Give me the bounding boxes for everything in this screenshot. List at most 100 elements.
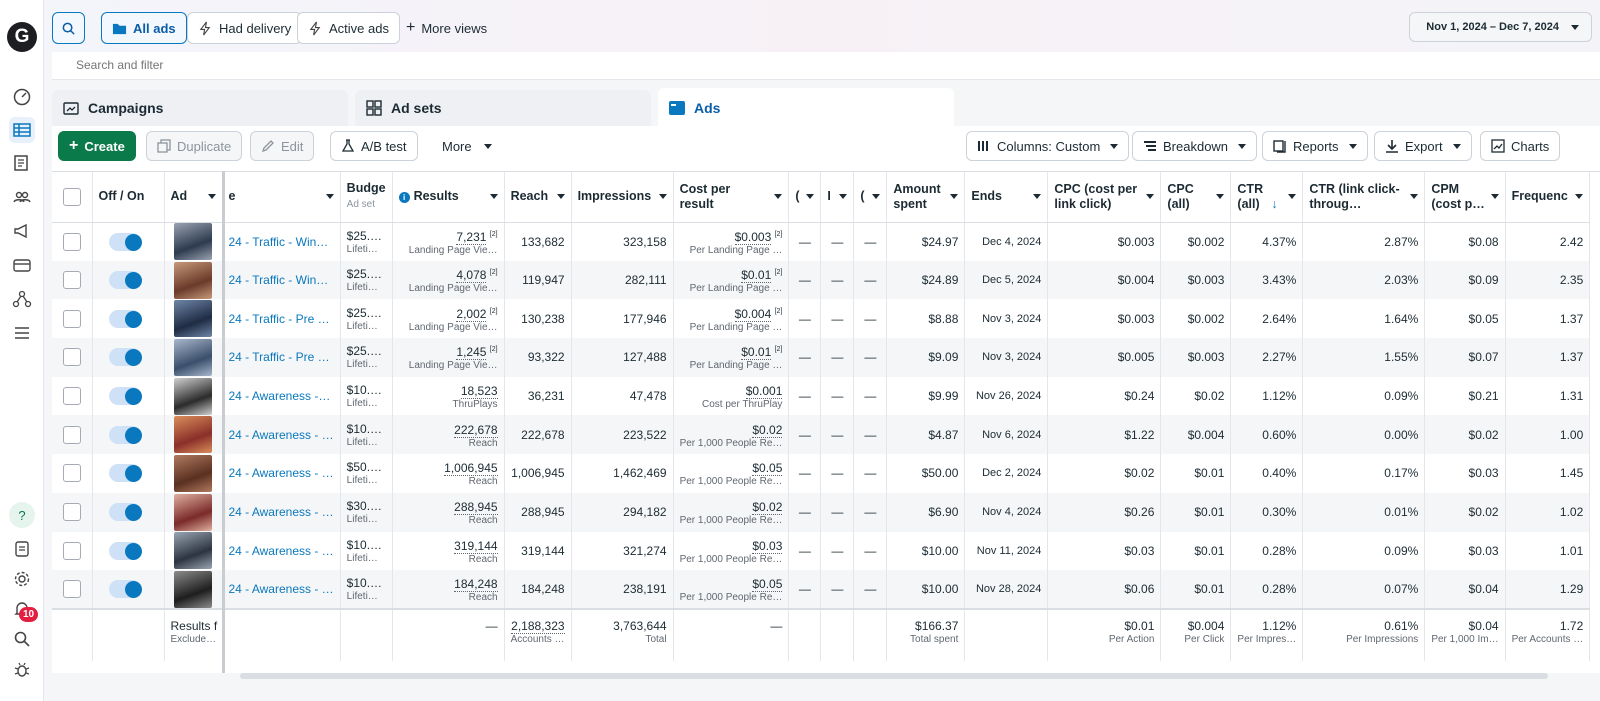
ad-name-link[interactable]: 24 - Traffic - Pre …	[228, 350, 330, 365]
ad-thumbnail[interactable]	[174, 300, 212, 338]
col-frequency[interactable]: Frequenc	[1505, 172, 1591, 223]
table-row[interactable]: 24 - Traffic - Pre … $25.… Lifeti… 1,245 …	[52, 338, 1591, 377]
ad-on-off-toggle[interactable]	[108, 541, 142, 560]
ad-name-link[interactable]: 24 - Awareness - …	[228, 505, 334, 520]
ad-on-off-toggle[interactable]	[108, 271, 142, 290]
brand-logo[interactable]: G	[7, 22, 37, 52]
table-row[interactable]: 24 - Traffic - Win… $25.… Lifeti… 7,231 […	[52, 222, 1591, 261]
ad-name-link[interactable]: 24 - Traffic - Win…	[228, 234, 329, 249]
table-row[interactable]: 24 - Awareness - … $50.… Lifeti… 1,006,94…	[52, 454, 1591, 493]
bug-icon[interactable]	[9, 657, 35, 683]
col-cost-per-result[interactable]: Cost per result	[673, 172, 790, 223]
col-collapsed-2[interactable]: I	[820, 172, 855, 223]
row-select[interactable]	[52, 260, 93, 300]
megaphone-icon[interactable]	[9, 218, 35, 244]
ad-name-cell[interactable]: 24 - Traffic - Pre …	[222, 338, 341, 377]
view-had-delivery[interactable]: Had delivery	[187, 12, 303, 44]
ad-thumbnail[interactable]	[174, 261, 212, 299]
row-toggle-cell[interactable]	[92, 531, 165, 571]
col-ad-name[interactable]: e	[222, 172, 341, 223]
ad-thumbnail-cell[interactable]	[164, 570, 223, 609]
row-select[interactable]	[52, 570, 93, 609]
ad-thumbnail-cell[interactable]	[164, 376, 223, 416]
search-input[interactable]	[76, 58, 476, 72]
select-all-header[interactable]	[52, 172, 93, 223]
ad-name-link[interactable]: 24 - Awareness - …	[228, 582, 334, 597]
ad-on-off-toggle[interactable]	[108, 387, 142, 406]
row-toggle-cell[interactable]	[92, 299, 165, 339]
ad-on-off-toggle[interactable]	[108, 503, 142, 522]
row-select[interactable]	[52, 222, 93, 261]
col-ctr-all[interactable]: CTR (all) ↓	[1230, 172, 1304, 223]
ad-on-off-toggle[interactable]	[108, 348, 142, 367]
more-views-button[interactable]: + More views	[406, 19, 488, 36]
table-row[interactable]: 24 - Awareness - … $10.… Lifeti… 222,678 …	[52, 415, 1591, 455]
row-checkbox[interactable]	[62, 425, 81, 444]
row-toggle-cell[interactable]	[92, 376, 165, 416]
ad-name-link[interactable]: 24 - Awareness - …	[228, 543, 334, 558]
row-checkbox[interactable]	[62, 503, 81, 522]
col-ctr-link[interactable]: CTR (link click-throug…	[1302, 172, 1426, 223]
ad-name-link[interactable]: 24 - Awareness -…	[228, 389, 331, 404]
ad-thumbnail-cell[interactable]	[164, 415, 223, 455]
col-off-on[interactable]: Off / On	[92, 172, 165, 223]
row-toggle-cell[interactable]	[92, 260, 165, 300]
col-ends[interactable]: Ends	[964, 172, 1049, 223]
table-row[interactable]: 24 - Awareness - … $10.… Lifeti… 184,248 …	[52, 570, 1591, 609]
ad-name-cell[interactable]: 24 - Traffic - Win…	[222, 222, 341, 261]
report-icon[interactable]	[9, 536, 35, 562]
ad-thumbnail[interactable]	[174, 570, 212, 608]
breakdown-button[interactable]: Breakdown	[1132, 131, 1258, 161]
col-impressions[interactable]: Impressions	[571, 172, 674, 223]
col-results[interactable]: i Results	[392, 172, 505, 223]
more-actions-button[interactable]: More	[432, 131, 502, 161]
view-active-ads[interactable]: Active ads	[297, 12, 400, 44]
col-budget[interactable]: Budge Ad set	[340, 172, 393, 223]
col-collapsed-3[interactable]: (	[853, 172, 888, 223]
ab-test-button[interactable]: A/B test	[330, 131, 418, 161]
table-row[interactable]: 24 - Traffic - Pre … $25.… Lifeti… 2,002 …	[52, 299, 1591, 339]
ad-thumbnail[interactable]	[174, 532, 212, 570]
row-toggle-cell[interactable]	[92, 454, 165, 493]
ad-name-link[interactable]: 24 - Awareness - …	[228, 427, 334, 442]
horizontal-scrollbar[interactable]	[240, 673, 1548, 679]
ad-thumbnail-cell[interactable]	[164, 492, 223, 532]
col-reach[interactable]: Reach	[504, 172, 572, 223]
ad-on-off-toggle[interactable]	[108, 425, 142, 444]
menu-icon[interactable]	[9, 320, 35, 346]
col-ad[interactable]: Ad	[164, 172, 223, 223]
table-row[interactable]: 24 - Awareness -… $10.… Lifeti… 18,523 Th…	[52, 376, 1591, 416]
row-select[interactable]	[52, 492, 93, 532]
table-row[interactable]: 24 - Awareness - … $30.… Lifeti… 288,945 …	[52, 492, 1591, 532]
ad-on-off-toggle[interactable]	[108, 580, 142, 599]
audience-icon[interactable]	[9, 184, 35, 210]
col-cpc-all[interactable]: CPC (all)	[1160, 172, 1232, 223]
date-range-picker[interactable]: Nov 1, 2024 – Dec 7, 2024	[1409, 12, 1592, 42]
ad-name-cell[interactable]: 24 - Awareness - …	[222, 454, 341, 493]
col-collapsed-1[interactable]: (	[788, 172, 822, 223]
ad-thumbnail-cell[interactable]	[164, 338, 223, 377]
row-select[interactable]	[52, 531, 93, 571]
create-button[interactable]: + Create	[58, 131, 136, 161]
row-toggle-cell[interactable]	[92, 570, 165, 609]
ad-thumbnail[interactable]	[174, 493, 212, 531]
row-checkbox[interactable]	[62, 464, 81, 483]
ad-thumbnail[interactable]	[174, 377, 212, 415]
table-row[interactable]: 24 - Awareness - … $10.… Lifeti… 319,144 …	[52, 531, 1591, 571]
ad-on-off-toggle[interactable]	[108, 309, 142, 328]
row-select[interactable]	[52, 299, 93, 339]
table-row[interactable]: 24 - Traffic - Win… $25.… Lifeti… 4,078 […	[52, 260, 1591, 300]
help-icon[interactable]: ?	[9, 502, 35, 528]
row-checkbox[interactable]	[62, 387, 81, 406]
ad-thumbnail[interactable]	[174, 338, 212, 376]
reports-button[interactable]: Reports	[1262, 131, 1368, 161]
row-select[interactable]	[52, 376, 93, 416]
select-all-checkbox[interactable]	[62, 187, 81, 206]
row-select[interactable]	[52, 338, 93, 377]
columns-button[interactable]: Columns: Custom	[966, 131, 1130, 161]
ad-thumbnail-cell[interactable]	[164, 454, 223, 493]
ad-name-link[interactable]: 24 - Traffic - Pre …	[228, 311, 330, 326]
row-checkbox[interactable]	[62, 541, 81, 560]
row-select[interactable]	[52, 454, 93, 493]
ad-name-cell[interactable]: 24 - Traffic - Pre …	[222, 299, 341, 339]
